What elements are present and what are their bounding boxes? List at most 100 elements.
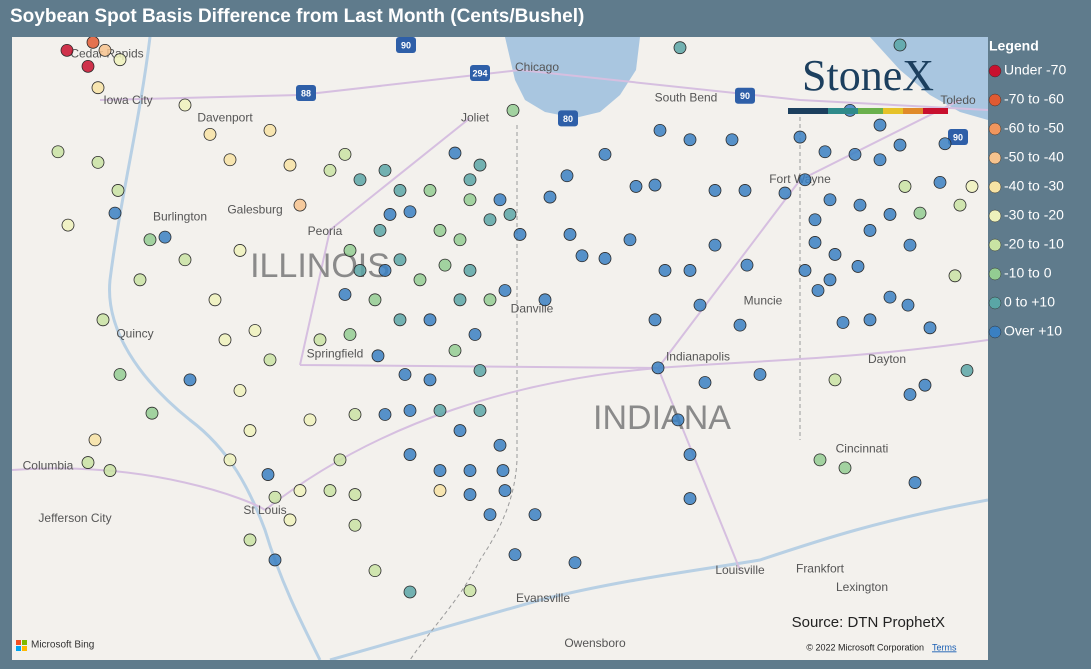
basis-point (263, 353, 277, 367)
highway-number: 80 (563, 114, 573, 124)
basis-point (903, 388, 917, 401)
terms-link[interactable]: Terms (932, 642, 957, 652)
basis-point (648, 178, 662, 192)
legend-swatch (988, 64, 1002, 78)
basis-point (91, 156, 105, 169)
bing-logo (22, 646, 27, 651)
basis-point (828, 373, 842, 387)
basis-point (133, 273, 147, 287)
basis-point (368, 293, 382, 307)
basis-point (313, 333, 327, 347)
legend-swatch (988, 209, 1002, 223)
basis-point (353, 264, 367, 277)
highway-number: 90 (401, 40, 411, 50)
basis-point (528, 508, 542, 521)
legend-swatch (988, 267, 1002, 281)
basis-point (673, 41, 687, 55)
basis-point (393, 313, 407, 327)
legend: Legend Under -70 -70 to -60 -60 to -50 -50 t… (988, 38, 1066, 339)
basis-point (953, 198, 967, 212)
legend-label: Under -70 (1004, 62, 1066, 78)
basis-point (498, 284, 512, 297)
basis-point (683, 264, 697, 277)
basis-point (808, 236, 822, 249)
legend-title: Legend (989, 38, 1039, 54)
city-label: Quincy (116, 327, 153, 341)
city-label: Columbia (23, 459, 74, 473)
basis-point (448, 344, 462, 357)
basis-point (303, 413, 317, 427)
basis-point (836, 316, 850, 329)
basis-point (463, 193, 477, 207)
logo-bar (923, 108, 948, 114)
basis-point (698, 376, 712, 389)
basis-point (333, 453, 347, 467)
basis-point (323, 164, 337, 177)
basis-point (145, 406, 159, 420)
basis-point (323, 484, 337, 497)
basis-point (568, 556, 582, 570)
basis-point (793, 130, 807, 144)
basis-point (403, 585, 417, 599)
basis-point (393, 184, 407, 197)
basis-point (873, 118, 887, 132)
basis-point (838, 461, 852, 475)
basis-point (753, 368, 767, 381)
basis-point (203, 127, 217, 141)
city-label: Evansville (516, 591, 570, 605)
legend-label: -60 to -50 (1004, 120, 1064, 136)
basis-point (423, 373, 437, 387)
basis-point (393, 253, 407, 267)
basis-point (51, 145, 65, 159)
stonex-logo: StoneX (788, 51, 948, 114)
basis-point (448, 146, 462, 160)
basis-point (433, 224, 447, 237)
basis-point (338, 147, 352, 161)
city-label: Owensboro (564, 636, 626, 650)
city-label: Cincinnati (836, 441, 889, 455)
logo-bar (788, 108, 828, 114)
highway-number: 90 (740, 91, 750, 101)
basis-point (383, 208, 397, 221)
provider: Microsoft Bing (31, 640, 94, 651)
basis-point (473, 158, 487, 172)
basis-point (503, 208, 517, 221)
legend-swatch (988, 93, 1002, 107)
basis-point (873, 153, 887, 167)
map-background (12, 37, 988, 660)
legend-label: 0 to +10 (1004, 294, 1055, 310)
basis-point (371, 349, 385, 363)
highway-number: 294 (472, 68, 487, 78)
basis-point (671, 413, 685, 427)
basis-point (575, 249, 589, 263)
basis-point (725, 133, 739, 147)
basis-point (798, 264, 812, 277)
basis-point (543, 190, 557, 204)
basis-point (898, 180, 912, 193)
basis-point (453, 233, 467, 247)
bing-logo (22, 640, 27, 645)
basis-point (353, 173, 367, 187)
lake-erie (870, 37, 988, 120)
basis-point (538, 293, 552, 307)
basis-point (183, 373, 197, 387)
basis-point (778, 186, 792, 200)
basis-point (813, 453, 827, 467)
basis-point (683, 492, 697, 505)
basis-point (438, 258, 452, 272)
basis-point (848, 147, 862, 161)
highway-number: 88 (301, 88, 311, 98)
basis-point (708, 238, 722, 252)
basis-point (338, 288, 352, 301)
source: Source: DTN ProphetX (792, 614, 945, 631)
basis-point (81, 456, 95, 469)
basis-point (158, 230, 172, 244)
basis-point (113, 368, 127, 381)
basis-point (893, 38, 907, 52)
basis-point (651, 361, 665, 375)
basis-point (960, 364, 974, 377)
basis-point (923, 321, 937, 335)
basis-point (823, 273, 837, 287)
city-label: Iowa City (103, 93, 152, 107)
basis-point (903, 238, 917, 252)
